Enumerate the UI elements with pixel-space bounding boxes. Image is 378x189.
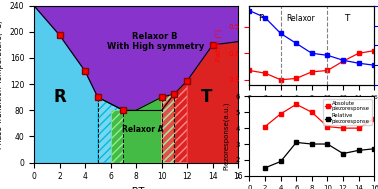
Polygon shape [34,6,98,163]
Y-axis label: Fwhm (°): Fwhm (°) [216,29,223,61]
Relative
piezoresponse [263,167,267,169]
Absolute
piezoresponse [310,111,314,113]
Absolute
piezoresponse [356,127,361,129]
Text: T: T [344,14,350,23]
Relative
piezoresponse [278,160,283,163]
Y-axis label: Phase Transition Temperature(°C): Phase Transition Temperature(°C) [0,20,4,149]
Absolute
piezoresponse [294,103,299,105]
Polygon shape [187,42,238,163]
Text: R: R [258,14,264,23]
Relative
piezoresponse [310,143,314,145]
Absolute
piezoresponse [278,113,283,115]
Text: R: R [53,88,66,106]
Relative
piezoresponse [325,143,330,145]
Relative
piezoresponse [341,152,345,155]
Line: Relative
piezoresponse: Relative piezoresponse [263,141,376,170]
Absolute
piezoresponse [372,118,376,120]
Polygon shape [110,110,123,163]
Y-axis label: Piezoresponse(a.u.): Piezoresponse(a.u.) [223,102,230,170]
Relative
piezoresponse [294,141,299,144]
Polygon shape [34,6,238,110]
X-axis label: xBT: xBT [305,105,319,114]
Polygon shape [123,97,162,163]
Line: Absolute
piezoresponse: Absolute piezoresponse [263,103,376,130]
Text: Relaxor B
With High symmetry: Relaxor B With High symmetry [107,32,204,51]
X-axis label: xBT: xBT [127,187,145,189]
Legend: Absolute
piezoresponse, Relative
piezoresponse: Absolute piezoresponse, Relative piezore… [323,99,372,125]
Polygon shape [162,81,187,163]
Polygon shape [174,81,187,163]
Absolute
piezoresponse [263,125,267,128]
Relative
piezoresponse [356,149,361,152]
Text: Relaxor A: Relaxor A [122,125,163,134]
Text: T: T [201,88,212,106]
Absolute
piezoresponse [325,125,330,128]
Relative
piezoresponse [372,148,376,150]
Absolute
piezoresponse [341,127,345,129]
Text: Relaxor: Relaxor [286,14,314,23]
Polygon shape [98,97,123,163]
